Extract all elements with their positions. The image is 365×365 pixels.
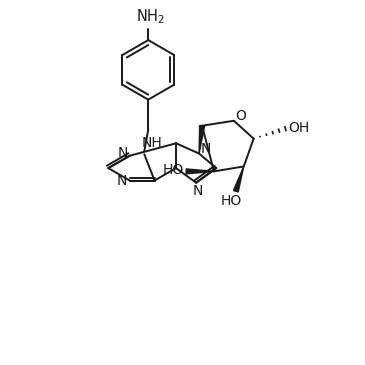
Text: NH: NH — [142, 136, 162, 150]
Polygon shape — [186, 169, 214, 174]
Text: N: N — [193, 184, 203, 197]
Text: O: O — [235, 109, 246, 123]
Text: N: N — [201, 142, 211, 155]
Polygon shape — [234, 166, 244, 192]
Text: N: N — [117, 173, 127, 188]
Text: OH: OH — [289, 121, 310, 135]
Polygon shape — [199, 126, 204, 154]
Text: NH$_2$: NH$_2$ — [136, 8, 165, 26]
Text: HO: HO — [163, 164, 184, 177]
Text: N: N — [118, 146, 128, 160]
Text: HO: HO — [220, 194, 242, 208]
